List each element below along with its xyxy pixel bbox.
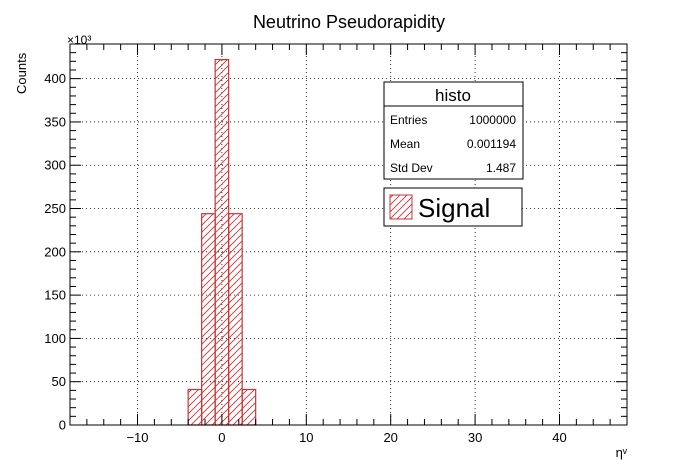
- stats-box-frame: [383, 81, 524, 180]
- y-axis-label: Counts: [14, 52, 29, 94]
- y-tick-label: 0: [59, 418, 66, 433]
- stats-mean-value: 0.001194: [467, 137, 516, 151]
- y-tick-label: 100: [44, 331, 66, 346]
- y-tick-label: 150: [44, 288, 66, 303]
- histogram-bar-3: [228, 213, 243, 426]
- legend: Signal: [383, 187, 523, 227]
- legend-swatch: [389, 194, 413, 220]
- x-tick-label: 30: [468, 430, 482, 445]
- grid-lines: [70, 44, 627, 426]
- stats-entries-label: Entries: [390, 113, 427, 127]
- legend-label: Signal: [418, 193, 490, 223]
- y-tick-label: 50: [52, 374, 66, 389]
- histogram-bar-4: [241, 388, 257, 426]
- y-tick-label: 200: [44, 244, 66, 259]
- stats-mean-label: Mean: [390, 137, 420, 151]
- histogram-bars: [187, 58, 257, 426]
- histogram-bar-0: [187, 388, 203, 426]
- y-tick-label: 300: [44, 158, 66, 173]
- stats-entries-value: 1000000: [469, 113, 516, 127]
- y-tick-label: 350: [44, 114, 66, 129]
- x-tick-labels: −10 0 10 20 30 40: [126, 430, 566, 445]
- y-tick-labels: 0 50 100 150 200 250 300 350 400: [44, 71, 66, 432]
- x-tick-label: 40: [552, 430, 566, 445]
- y-tick-label: 250: [44, 201, 66, 216]
- x-tick-label: 20: [383, 430, 397, 445]
- histogram-bar-1: [201, 213, 216, 426]
- x-axis-label: ηᵛ: [616, 445, 628, 460]
- y-exponent-label: ×10³: [67, 33, 91, 47]
- axes: [69, 43, 628, 426]
- histogram-bar-2: [214, 58, 230, 426]
- x-tick-label: 0: [218, 430, 225, 445]
- stats-stddev-label: Std Dev: [390, 161, 433, 175]
- stats-box-title: histo: [435, 86, 471, 105]
- stats-stddev-value: 1.487: [486, 161, 516, 175]
- chart-title: Neutrino Pseudorapidity: [253, 12, 445, 32]
- y-tick-label: 400: [44, 71, 66, 86]
- plot-frame: [69, 43, 628, 426]
- stats-box: histo Entries 1000000 Mean 0.001194 Std …: [383, 81, 524, 180]
- x-tick-label: 10: [299, 430, 313, 445]
- x-tick-label: −10: [126, 430, 148, 445]
